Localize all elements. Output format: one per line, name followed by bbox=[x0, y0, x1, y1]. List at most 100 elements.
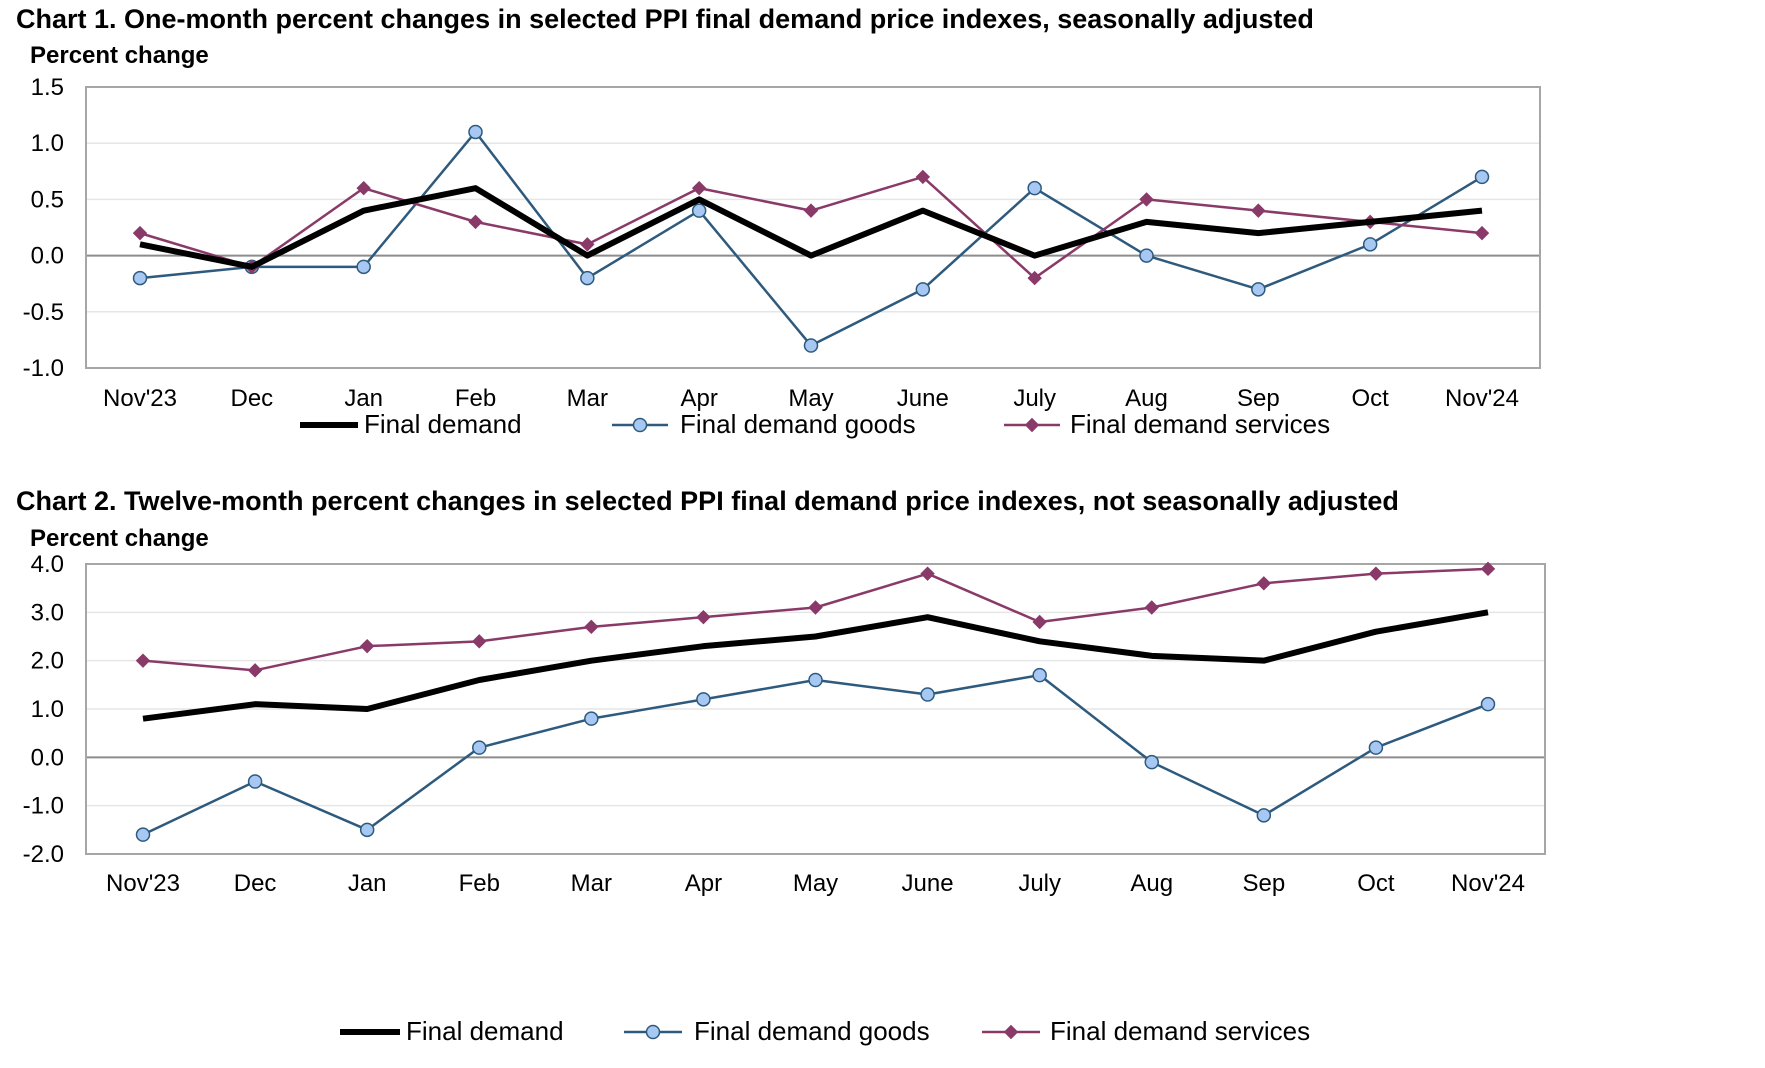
data-point bbox=[1256, 576, 1272, 591]
legend-label: Final demand services bbox=[1070, 409, 1330, 439]
chart-2: Chart 2. Twelve-month percent changes in… bbox=[16, 486, 1546, 1046]
data-point bbox=[803, 338, 819, 353]
legend-marker bbox=[632, 417, 648, 433]
x-tick-label: Feb bbox=[459, 870, 500, 897]
data-point bbox=[1474, 225, 1490, 241]
data-point bbox=[1474, 169, 1490, 185]
data-point bbox=[135, 827, 151, 842]
y-tick-label: -1.0 bbox=[23, 793, 64, 820]
x-tick-label: Sep bbox=[1237, 385, 1280, 412]
data-point bbox=[1144, 600, 1159, 615]
x-tick-label: June bbox=[897, 385, 949, 412]
data-point bbox=[580, 237, 595, 252]
x-tick-label: Jan bbox=[344, 385, 383, 412]
series-line bbox=[139, 130, 1483, 347]
data-point bbox=[468, 124, 483, 140]
series-diamond bbox=[135, 561, 1496, 678]
data-point bbox=[915, 169, 931, 185]
data-point bbox=[132, 225, 148, 241]
x-tick-label: Sep bbox=[1242, 870, 1285, 897]
data-point bbox=[359, 638, 375, 654]
legend: Final demand Final demand goods Final dema… bbox=[300, 409, 1330, 439]
x-tick-label: June bbox=[902, 870, 954, 897]
series-line bbox=[142, 673, 1489, 836]
data-point bbox=[132, 270, 148, 286]
data-point bbox=[1368, 566, 1384, 581]
data-point bbox=[696, 692, 711, 707]
data-point bbox=[808, 672, 823, 688]
data-point bbox=[359, 822, 375, 838]
data-point bbox=[808, 600, 823, 615]
data-point bbox=[1139, 248, 1154, 263]
y-tick-label: 3.0 bbox=[31, 599, 64, 626]
data-point bbox=[1144, 754, 1159, 770]
data-point bbox=[1480, 561, 1496, 577]
x-tick-label: Apr bbox=[685, 870, 722, 897]
series-circle bbox=[132, 124, 1490, 353]
data-point bbox=[920, 687, 935, 702]
y-tick-label: -2.0 bbox=[23, 841, 64, 868]
data-point bbox=[247, 663, 263, 678]
y-tick-label: 1.0 bbox=[31, 696, 64, 723]
data-point bbox=[1027, 180, 1042, 196]
data-point bbox=[1362, 237, 1378, 252]
y-tick-label: 0.0 bbox=[31, 744, 64, 771]
data-point bbox=[1251, 203, 1266, 218]
x-tick-label: July bbox=[1018, 870, 1061, 897]
legend-label: Final demand bbox=[406, 1016, 564, 1046]
series-line bbox=[139, 175, 1483, 280]
data-point bbox=[1139, 192, 1154, 207]
data-point bbox=[247, 774, 263, 789]
data-point bbox=[472, 740, 487, 755]
series-circle bbox=[135, 667, 1496, 842]
series-none bbox=[142, 609, 1489, 722]
y-axis-label: Percent change bbox=[30, 42, 209, 69]
legend-label: Final demand bbox=[364, 409, 522, 439]
plot-frame bbox=[85, 86, 1541, 369]
x-tick-label: Feb bbox=[455, 385, 496, 412]
data-point bbox=[468, 214, 483, 230]
series-line bbox=[142, 609, 1489, 722]
legend-label: Final demand goods bbox=[680, 409, 916, 439]
data-point bbox=[1251, 282, 1266, 297]
legend-marker bbox=[645, 1024, 661, 1040]
legend-label: Final demand services bbox=[1050, 1016, 1310, 1046]
data-point bbox=[584, 619, 599, 635]
x-tick-label: Jan bbox=[348, 870, 387, 897]
x-tick-label: Nov'23 bbox=[106, 870, 180, 897]
x-tick-label: Nov'24 bbox=[1445, 385, 1519, 412]
legend-label: Final demand goods bbox=[694, 1016, 930, 1046]
legend-marker bbox=[1024, 417, 1040, 433]
y-tick-label: 1.5 bbox=[31, 74, 64, 101]
data-point bbox=[1032, 667, 1047, 683]
data-point bbox=[1480, 696, 1496, 712]
series-none bbox=[139, 185, 1483, 270]
chart-1: Chart 1. One-month percent changes in se… bbox=[16, 4, 1541, 439]
x-tick-label: Dec bbox=[234, 870, 277, 897]
data-point bbox=[135, 653, 151, 668]
legend-marker bbox=[1003, 1024, 1019, 1040]
x-tick-label: Aug bbox=[1125, 385, 1168, 412]
chart-title: Chart 2. Twelve-month percent changes in… bbox=[16, 486, 1399, 516]
data-point bbox=[1256, 808, 1272, 823]
x-tick-label: Oct bbox=[1351, 385, 1389, 412]
y-tick-label: 4.0 bbox=[31, 551, 64, 578]
data-point bbox=[696, 609, 711, 625]
data-point bbox=[691, 203, 707, 218]
data-point bbox=[356, 259, 371, 275]
x-tick-label: Nov'23 bbox=[103, 385, 177, 412]
x-tick-label: Mar bbox=[567, 385, 608, 412]
y-tick-label: 0.5 bbox=[31, 186, 64, 213]
x-tick-label: Oct bbox=[1357, 870, 1395, 897]
data-point bbox=[472, 634, 487, 649]
y-tick-label: 2.0 bbox=[31, 648, 64, 675]
y-tick-label: 1.0 bbox=[31, 130, 64, 157]
data-point bbox=[1368, 740, 1384, 755]
data-point bbox=[1027, 270, 1042, 286]
y-tick-label: 0.0 bbox=[31, 243, 64, 270]
y-tick-label: -1.0 bbox=[23, 355, 64, 382]
x-tick-label: Dec bbox=[230, 385, 273, 412]
x-tick-label: Nov'24 bbox=[1451, 870, 1525, 897]
data-point bbox=[920, 566, 935, 581]
